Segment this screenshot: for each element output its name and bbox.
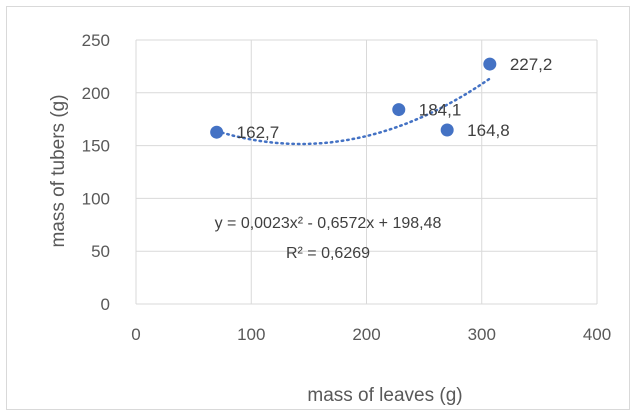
chart-frame bbox=[6, 6, 630, 410]
y-tick-label: 50 bbox=[91, 242, 110, 261]
x-tick-label: 200 bbox=[352, 325, 380, 344]
data-labels: 162,7 184,1 164,8 227,2 bbox=[237, 55, 553, 142]
data-point bbox=[440, 123, 454, 137]
data-point bbox=[483, 57, 497, 71]
trendline bbox=[215, 77, 492, 146]
trendline-equation: y = 0,0023x² - 0,6572x + 198,48 bbox=[215, 215, 442, 232]
x-tick-label: 300 bbox=[468, 325, 496, 344]
x-axis-ticks: 0 100 200 300 400 bbox=[131, 325, 611, 344]
y-axis-ticks: 0 50 100 150 200 250 bbox=[82, 31, 110, 314]
data-label: 164,8 bbox=[467, 121, 510, 140]
y-tick-label: 100 bbox=[82, 189, 110, 208]
y-tick-label: 150 bbox=[82, 137, 110, 156]
y-axis-title: mass of tubers (g) bbox=[48, 94, 69, 247]
data-label: 184,1 bbox=[419, 101, 462, 120]
y-tick-label: 250 bbox=[82, 31, 110, 50]
x-axis-title: mass of leaves (g) bbox=[307, 385, 462, 406]
y-tick-label: 0 bbox=[101, 295, 110, 314]
y-tick-label: 200 bbox=[82, 84, 110, 103]
trendline-r-squared: R² = 0,6269 bbox=[286, 245, 370, 262]
data-label: 227,2 bbox=[510, 55, 553, 74]
data-label: 162,7 bbox=[237, 123, 280, 142]
data-points bbox=[210, 57, 497, 139]
gridlines bbox=[135, 39, 598, 305]
data-point bbox=[392, 103, 406, 117]
x-tick-label: 400 bbox=[583, 325, 611, 344]
data-point bbox=[210, 125, 224, 139]
x-tick-label: 0 bbox=[131, 325, 140, 344]
x-tick-label: 100 bbox=[237, 325, 265, 344]
